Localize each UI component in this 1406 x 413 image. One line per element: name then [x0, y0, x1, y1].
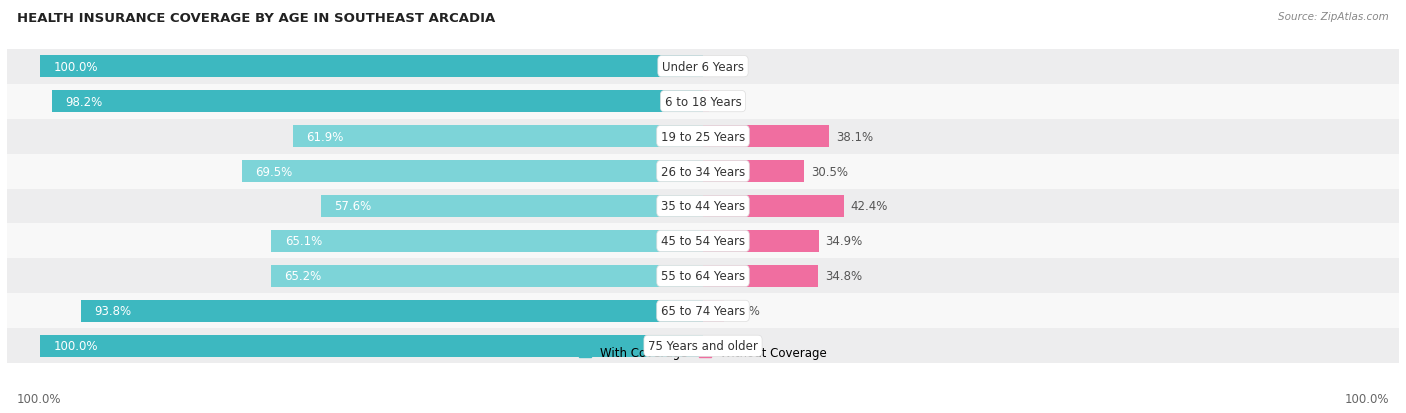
Text: 61.9%: 61.9% [307, 130, 343, 143]
Text: 38.1%: 38.1% [837, 130, 873, 143]
Bar [7, 50, 1399, 84]
Text: 26 to 34 Years: 26 to 34 Years [661, 165, 745, 178]
Bar [41, 56, 703, 78]
Bar [321, 196, 703, 217]
Text: 65.2%: 65.2% [284, 270, 322, 283]
Bar [242, 161, 703, 183]
Text: 0.0%: 0.0% [710, 61, 740, 74]
Text: 100.0%: 100.0% [53, 339, 98, 352]
Bar [703, 126, 830, 147]
Text: 34.9%: 34.9% [825, 235, 862, 248]
Bar [82, 300, 703, 322]
Text: 35 to 44 Years: 35 to 44 Years [661, 200, 745, 213]
Bar [703, 266, 818, 287]
Text: Under 6 Years: Under 6 Years [662, 61, 744, 74]
Text: 100.0%: 100.0% [1344, 392, 1389, 405]
Bar [7, 294, 1399, 329]
Text: 1.9%: 1.9% [716, 95, 745, 108]
Text: 98.2%: 98.2% [65, 95, 103, 108]
Bar [292, 126, 703, 147]
Bar [7, 259, 1399, 294]
Text: 65 to 74 Years: 65 to 74 Years [661, 305, 745, 318]
Text: 75 Years and older: 75 Years and older [648, 339, 758, 352]
Bar [703, 161, 804, 183]
Text: 55 to 64 Years: 55 to 64 Years [661, 270, 745, 283]
Bar [7, 154, 1399, 189]
Bar [703, 230, 818, 252]
Text: 57.6%: 57.6% [335, 200, 371, 213]
Text: 69.5%: 69.5% [256, 165, 292, 178]
Bar [7, 84, 1399, 119]
Bar [52, 91, 703, 113]
Bar [7, 329, 1399, 363]
Text: 100.0%: 100.0% [17, 392, 62, 405]
Bar [271, 230, 703, 252]
Bar [41, 335, 703, 357]
Bar [7, 119, 1399, 154]
Bar [703, 300, 724, 322]
Text: 65.1%: 65.1% [285, 235, 322, 248]
Text: 100.0%: 100.0% [53, 61, 98, 74]
Text: 93.8%: 93.8% [94, 305, 132, 318]
Text: 0.0%: 0.0% [710, 339, 740, 352]
Bar [7, 224, 1399, 259]
Bar [7, 189, 1399, 224]
Text: 34.8%: 34.8% [825, 270, 862, 283]
Text: 45 to 54 Years: 45 to 54 Years [661, 235, 745, 248]
Text: 6 to 18 Years: 6 to 18 Years [665, 95, 741, 108]
Text: 30.5%: 30.5% [811, 165, 848, 178]
Text: HEALTH INSURANCE COVERAGE BY AGE IN SOUTHEAST ARCADIA: HEALTH INSURANCE COVERAGE BY AGE IN SOUT… [17, 12, 495, 25]
Bar [271, 266, 703, 287]
Bar [703, 196, 844, 217]
Text: Source: ZipAtlas.com: Source: ZipAtlas.com [1278, 12, 1389, 22]
Text: 19 to 25 Years: 19 to 25 Years [661, 130, 745, 143]
Text: 6.2%: 6.2% [730, 305, 761, 318]
Bar [703, 91, 709, 113]
Legend: With Coverage, Without Coverage: With Coverage, Without Coverage [574, 342, 832, 364]
Text: 42.4%: 42.4% [851, 200, 887, 213]
